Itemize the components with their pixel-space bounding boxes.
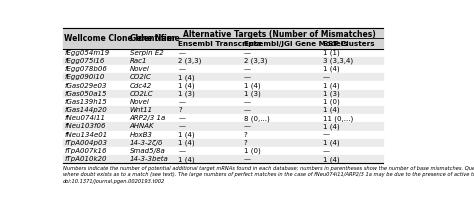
Bar: [63, 106, 383, 114]
Bar: [63, 57, 383, 65]
Bar: [63, 65, 383, 73]
Bar: [63, 114, 383, 122]
Text: Novel: Novel: [130, 99, 150, 105]
Text: Wnt11: Wnt11: [130, 107, 153, 113]
Text: 1 (1): 1 (1): [323, 49, 339, 56]
Text: —: —: [244, 99, 251, 105]
Text: fEgg054m19: fEgg054m19: [64, 50, 109, 56]
Text: 1 (4): 1 (4): [323, 140, 339, 146]
Text: AHNAK: AHNAK: [130, 124, 155, 129]
Text: ?: ?: [244, 140, 247, 146]
Bar: [63, 49, 383, 57]
Text: 2 (3,3): 2 (3,3): [178, 58, 201, 64]
Bar: [63, 90, 383, 98]
Text: 1 (4): 1 (4): [323, 123, 339, 130]
Text: —: —: [323, 132, 329, 138]
Text: —: —: [178, 50, 185, 56]
Text: 1 (3): 1 (3): [178, 90, 195, 97]
Text: fEgg090i10: fEgg090i10: [64, 74, 105, 80]
Text: Smad5/8a: Smad5/8a: [130, 148, 165, 154]
Text: CO2LC: CO2LC: [130, 91, 154, 97]
Text: 1 (3): 1 (3): [323, 90, 339, 97]
Bar: [63, 122, 383, 131]
Text: —: —: [178, 115, 185, 121]
Text: Gene Name: Gene Name: [130, 34, 180, 43]
Text: 1 (4): 1 (4): [323, 82, 339, 89]
Bar: [63, 98, 383, 106]
Text: Serpin E2: Serpin E2: [130, 50, 164, 56]
Text: 1 (3): 1 (3): [244, 90, 260, 97]
Text: —: —: [244, 124, 251, 129]
Text: —: —: [244, 66, 251, 72]
Text: fNeu074i11: fNeu074i11: [64, 115, 105, 121]
Text: —: —: [244, 74, 251, 80]
Text: 2 (3,3): 2 (3,3): [244, 58, 267, 64]
Text: CO2IC: CO2IC: [130, 74, 152, 80]
Text: 1 (4): 1 (4): [323, 107, 339, 113]
Text: 1 (4): 1 (4): [323, 156, 339, 163]
Text: fGas144p20: fGas144p20: [64, 107, 107, 113]
Text: Novel: Novel: [130, 66, 150, 72]
Text: 1 (4): 1 (4): [323, 66, 339, 72]
Text: fNeu103f06: fNeu103f06: [64, 124, 106, 129]
Bar: [63, 73, 383, 81]
Text: —: —: [244, 156, 251, 162]
Text: 1 (4): 1 (4): [178, 140, 195, 146]
Text: fEgg078b06: fEgg078b06: [64, 66, 107, 72]
Text: 11 (0,...): 11 (0,...): [323, 115, 353, 122]
Text: 1 (4): 1 (4): [178, 131, 195, 138]
Text: 14-3-2ζ/δ: 14-3-2ζ/δ: [130, 140, 163, 146]
Text: 1 (4): 1 (4): [178, 156, 195, 163]
Text: Wellcome Clone Identifier: Wellcome Clone Identifier: [64, 34, 176, 43]
Text: —: —: [323, 148, 329, 154]
Text: ARP2/3 1a: ARP2/3 1a: [130, 115, 166, 121]
Text: fGas139h15: fGas139h15: [64, 99, 107, 105]
Text: fGas029e03: fGas029e03: [64, 83, 107, 88]
Text: —: —: [178, 99, 185, 105]
Text: fTpA004p03: fTpA004p03: [64, 140, 108, 146]
Text: fNeu134e01: fNeu134e01: [64, 132, 108, 138]
Text: 1 (4): 1 (4): [178, 82, 195, 89]
Text: HoxB3: HoxB3: [130, 132, 153, 138]
Text: 1 (0): 1 (0): [323, 99, 339, 105]
Text: 14-3-3beta: 14-3-3beta: [130, 156, 169, 162]
Text: fTpA010k20: fTpA010k20: [64, 156, 107, 162]
Text: 1 (4): 1 (4): [178, 74, 195, 81]
Text: fGas050a15: fGas050a15: [64, 91, 107, 97]
Text: —: —: [178, 66, 185, 72]
Text: 1 (4): 1 (4): [244, 82, 260, 89]
Text: fEgg075i16: fEgg075i16: [64, 58, 105, 64]
Text: fTpA007k16: fTpA007k16: [64, 148, 107, 154]
Text: 1 (0): 1 (0): [244, 148, 260, 154]
Text: ?: ?: [178, 107, 182, 113]
Text: Ensembl/JGI Gene Models: Ensembl/JGI Gene Models: [244, 41, 347, 47]
Text: Rac1: Rac1: [130, 58, 147, 64]
Bar: [63, 147, 383, 155]
Text: —: —: [244, 50, 251, 56]
Text: —: —: [323, 74, 329, 80]
Text: —: —: [178, 148, 185, 154]
Bar: [63, 40, 383, 49]
Text: —: —: [244, 107, 251, 113]
Text: Alternative Targets (Number of Mismatches): Alternative Targets (Number of Mismatche…: [183, 30, 376, 39]
Text: 3 (3,3,4): 3 (3,3,4): [323, 58, 353, 64]
Text: Numbers indicate the number of potential additional target mRNAs found in each d: Numbers indicate the number of potential…: [63, 166, 474, 184]
Bar: [63, 155, 383, 163]
Bar: [63, 131, 383, 139]
Bar: [63, 28, 383, 40]
Bar: [63, 139, 383, 147]
Text: EST Clusters: EST Clusters: [323, 41, 374, 47]
Text: Cdc42: Cdc42: [130, 83, 152, 88]
Text: —: —: [178, 124, 185, 129]
Text: 8 (0,...): 8 (0,...): [244, 115, 269, 122]
Text: Ensembl Transcripts: Ensembl Transcripts: [178, 41, 262, 47]
Text: ?: ?: [244, 132, 247, 138]
Bar: [63, 81, 383, 90]
